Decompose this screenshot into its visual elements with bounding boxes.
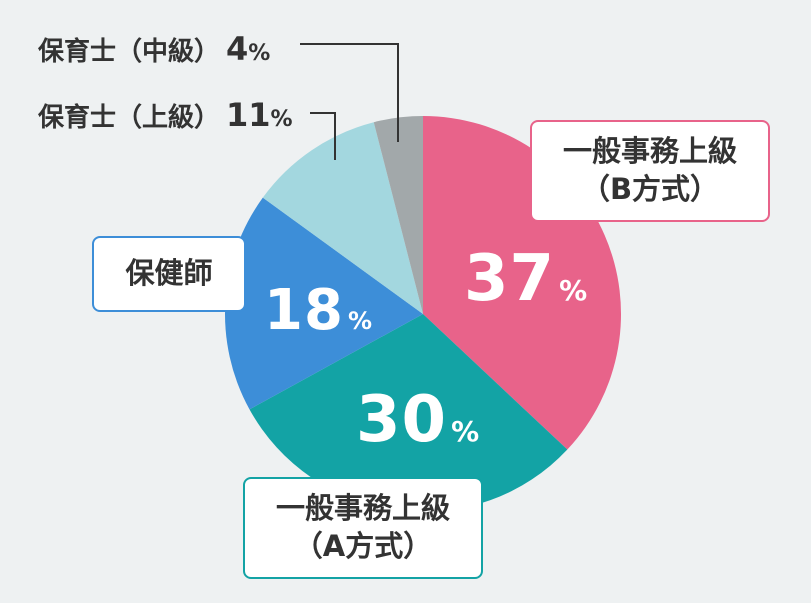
label-hoikushi-chukyu-text: 保育士（中級） [38, 37, 221, 67]
pct-label-b: 37 % [464, 242, 587, 316]
label-box-hokenshi: 保健師 [92, 236, 246, 312]
label-box-b: 一般事務上級 （B方式） [530, 120, 770, 222]
pct-sign-hoikushi-chukyu: % [248, 41, 271, 66]
label-b-line1: 一般事務上級 [562, 134, 737, 169]
label-a-line2: （A方式） [293, 529, 433, 563]
pct-value-hokenshi: 18 [264, 278, 344, 343]
pie-slice-hokenshi [224, 197, 423, 410]
pct-value-b: 37 [464, 242, 556, 316]
pct-sign-b: % [559, 274, 588, 307]
label-b-line2: （B方式） [580, 172, 720, 206]
pie-slice-hoikushi-joukyu [262, 122, 423, 314]
label-hoikushi-joukyu: 保育士（上級） 11 % [38, 96, 293, 134]
pct-sign-hokenshi: % [347, 307, 372, 335]
pct-value-hoikushi-chukyu: 4 [226, 30, 249, 68]
pct-value-hoikushi-joukyu: 11 [226, 96, 271, 134]
leader-line-hoikushi-chukyu [300, 43, 399, 142]
label-hoikushi-joukyu-text: 保育士（上級） [38, 103, 221, 133]
label-hoikushi-chukyu: 保育士（中級） 4 % [38, 30, 270, 68]
pct-label-a: 30 % [356, 383, 479, 457]
label-hokenshi: 保健師 [125, 256, 213, 291]
label-a-line1: 一般事務上級 [275, 491, 450, 526]
leader-line-hoikushi-joukyu [310, 112, 336, 160]
pct-sign-hoikushi-joukyu: % [270, 107, 293, 132]
pct-value-a: 30 [356, 383, 448, 457]
pct-label-hokenshi: 18 % [264, 278, 372, 343]
pct-sign-a: % [451, 415, 480, 448]
pie-slice-hoikushi-chukyu [373, 116, 423, 314]
pie-slice-ippan-a [249, 314, 568, 513]
label-box-a: 一般事務上級 （A方式） [243, 477, 483, 579]
